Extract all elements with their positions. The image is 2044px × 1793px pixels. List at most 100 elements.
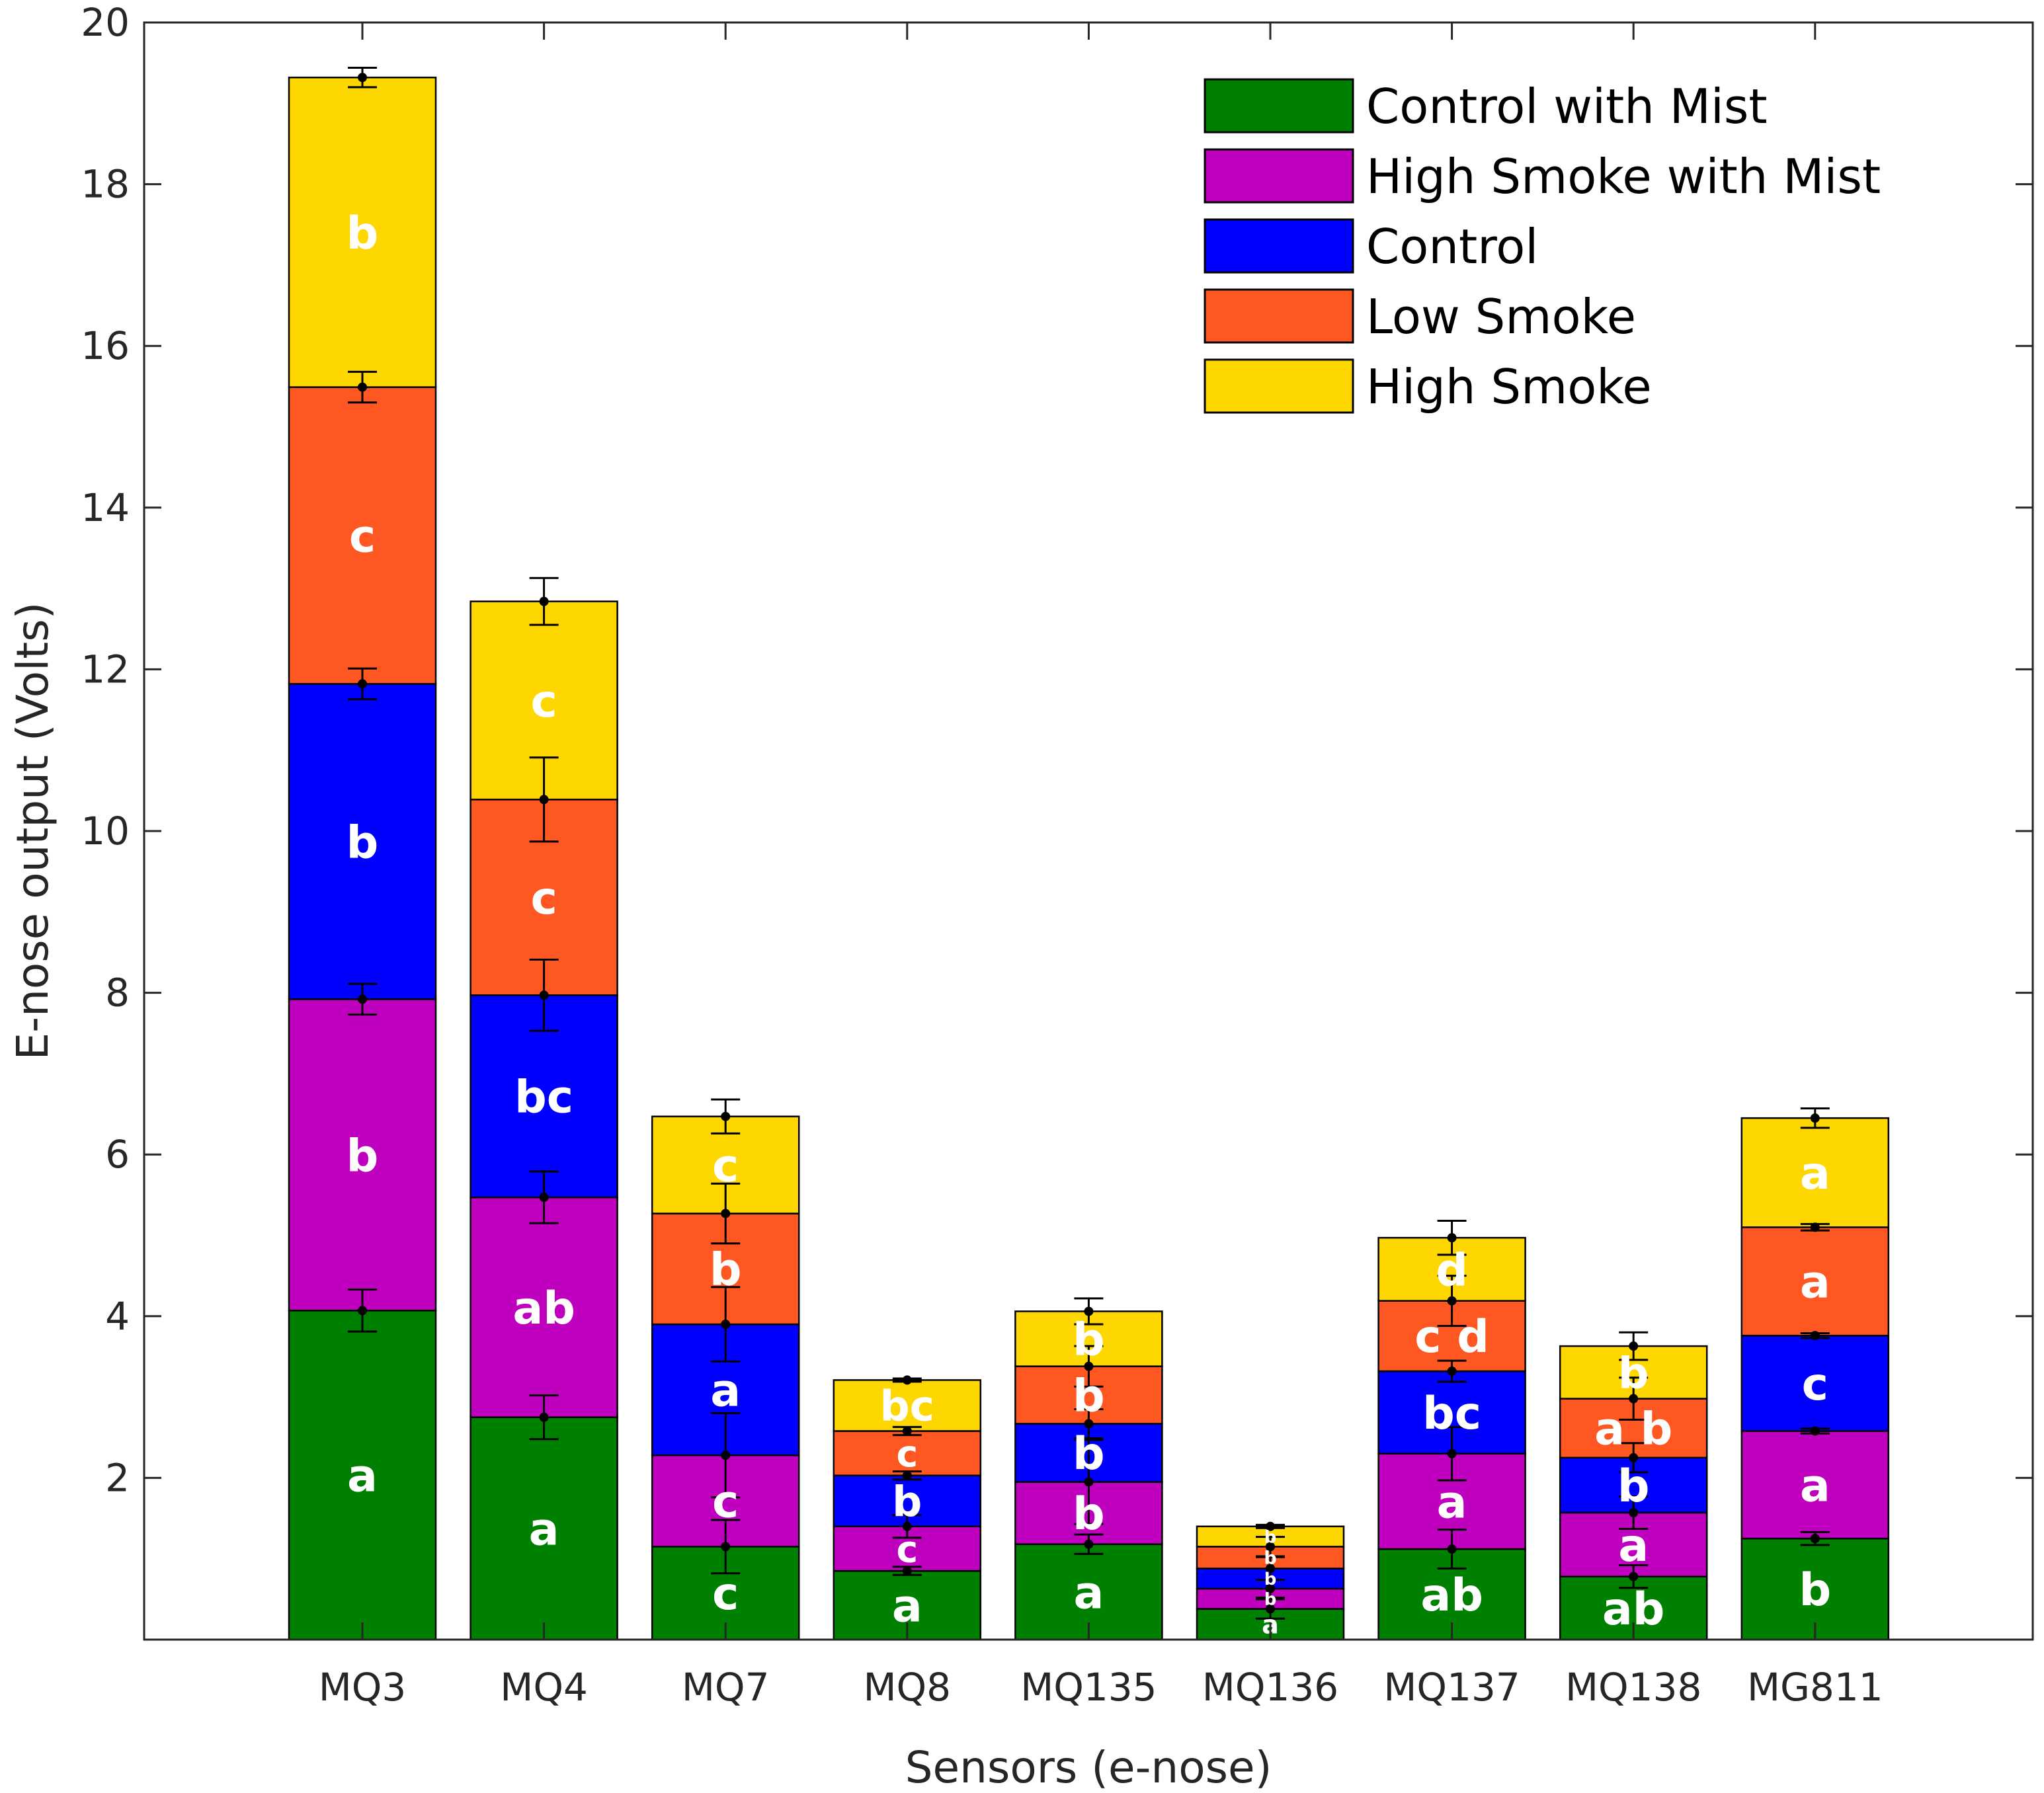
mean-marker: [1447, 1544, 1457, 1554]
mean-marker: [721, 1111, 731, 1121]
x-tick-label: MQ136: [1202, 1665, 1338, 1710]
mean-marker: [902, 1426, 912, 1436]
x-tick-label: MQ4: [500, 1665, 588, 1710]
mean-marker: [1447, 1366, 1457, 1376]
bar-letter: a: [1618, 1520, 1649, 1572]
bar-letter: c: [712, 1140, 739, 1193]
mean-marker: [1629, 1453, 1639, 1462]
y-axis: 2 4 6 8 10 12 14 16 18 20: [81, 0, 2033, 1500]
bar-letter: ab: [1420, 1570, 1483, 1622]
bar-letter: a: [1800, 1148, 1830, 1200]
bar-letter: b: [1264, 1527, 1277, 1547]
mean-marker: [902, 1375, 912, 1385]
mean-marker: [1266, 1521, 1275, 1531]
legend-label: Low Smoke: [1366, 289, 1636, 344]
bar-letter: c: [1802, 1359, 1828, 1411]
mean-marker: [1810, 1534, 1820, 1544]
mean-marker: [721, 1451, 731, 1460]
bar-letter: b: [1264, 1590, 1277, 1610]
mean-marker: [1447, 1296, 1457, 1306]
bar-letter: bc: [879, 1382, 934, 1431]
mean-marker: [358, 382, 367, 392]
bar-letter: a: [1800, 1257, 1830, 1309]
x-tick-label: MQ7: [682, 1665, 770, 1710]
x-tick-label: MQ137: [1383, 1665, 1520, 1710]
mean-marker: [358, 679, 367, 689]
bar-segment: [1740, 1430, 1890, 1540]
bar-letter: a b: [1594, 1404, 1672, 1456]
mean-marker: [358, 73, 367, 83]
legend-swatch: [1204, 218, 1354, 274]
y-axis-title: E-nose output (Volts): [7, 602, 58, 1060]
bar-segment: [1740, 1117, 1890, 1228]
legend-label: High Smoke with Mist: [1366, 149, 1881, 204]
y-tick-label: 18: [81, 162, 130, 207]
bar-segment: [288, 76, 437, 388]
mean-marker: [721, 1209, 731, 1218]
mean-marker: [1810, 1426, 1820, 1436]
bar-letter: c: [530, 676, 557, 728]
y-tick-label: 16: [81, 323, 130, 368]
y-tick-label: 8: [105, 971, 130, 1016]
bar-letter: c d: [1414, 1311, 1489, 1363]
legend-label: High Smoke: [1366, 359, 1652, 415]
bar-letter: b: [1799, 1564, 1831, 1616]
bar-segment: [1740, 1226, 1890, 1337]
bar-letter: a: [1437, 1476, 1467, 1529]
bar-letter: c: [530, 873, 557, 925]
mean-marker: [1447, 1233, 1457, 1243]
bar-letter: b: [710, 1244, 742, 1296]
mean-marker: [1084, 1419, 1094, 1429]
bar-letter: b: [1618, 1348, 1649, 1398]
mean-marker: [1266, 1564, 1275, 1574]
mean-marker: [1810, 1222, 1820, 1232]
mean-marker: [721, 1320, 731, 1330]
bar-letter: a: [1800, 1460, 1830, 1512]
bar-segment: [833, 1379, 982, 1432]
bar-letter: a: [1073, 1567, 1104, 1619]
y-tick-label: 12: [81, 647, 130, 692]
mean-marker: [539, 1412, 549, 1422]
x-tick-label: MG811: [1747, 1665, 1883, 1710]
bar-letter: b: [1617, 1460, 1650, 1513]
bar-letter: b: [347, 817, 379, 869]
bar-letter: b: [1073, 1428, 1105, 1480]
mean-marker: [539, 990, 549, 1000]
mean-marker: [1084, 1477, 1094, 1487]
bar-letter: b: [347, 208, 379, 260]
bar-letter: c: [896, 1529, 918, 1571]
bar-letter: ab: [512, 1283, 575, 1335]
legend: Control with Mist High Smoke with Mist Con…: [1204, 78, 1881, 415]
bar-letter: b: [1073, 1488, 1105, 1540]
x-tick-label: MQ3: [319, 1665, 407, 1710]
mean-marker: [1810, 1113, 1820, 1123]
mean-marker: [539, 1193, 549, 1203]
mean-marker: [1266, 1542, 1275, 1552]
mean-marker: [902, 1521, 912, 1531]
mean-marker: [539, 596, 549, 606]
mean-marker: [358, 1306, 367, 1316]
bar-letter: c: [712, 1476, 739, 1529]
mean-marker: [902, 1470, 912, 1480]
bar-letter: bc: [1422, 1388, 1481, 1440]
significance-letters-layer: abbcbaabbcccccabcacbcbcabbbbabbbbababcc …: [347, 208, 1831, 1640]
bar-letter: b: [892, 1477, 922, 1526]
bar-letter: b: [1264, 1548, 1276, 1569]
bar-segment: [833, 1525, 982, 1572]
legend-label: Control with Mist: [1366, 79, 1768, 134]
legend-swatch: [1204, 78, 1354, 134]
bar-segment: [470, 1416, 618, 1641]
mean-marker: [902, 1566, 912, 1576]
bar-letter: a: [529, 1503, 559, 1556]
bar-segment: [288, 998, 437, 1312]
error-bars-layer: [348, 66, 1830, 1620]
mean-marker: [1810, 1331, 1820, 1341]
x-tick-label: MQ8: [863, 1665, 951, 1710]
mean-marker: [1084, 1539, 1094, 1549]
bar-segment: [288, 386, 437, 685]
mean-marker: [1266, 1604, 1275, 1614]
bar-letter: d: [1436, 1244, 1468, 1296]
legend-swatch: [1204, 358, 1354, 414]
mean-marker: [1266, 1583, 1275, 1593]
